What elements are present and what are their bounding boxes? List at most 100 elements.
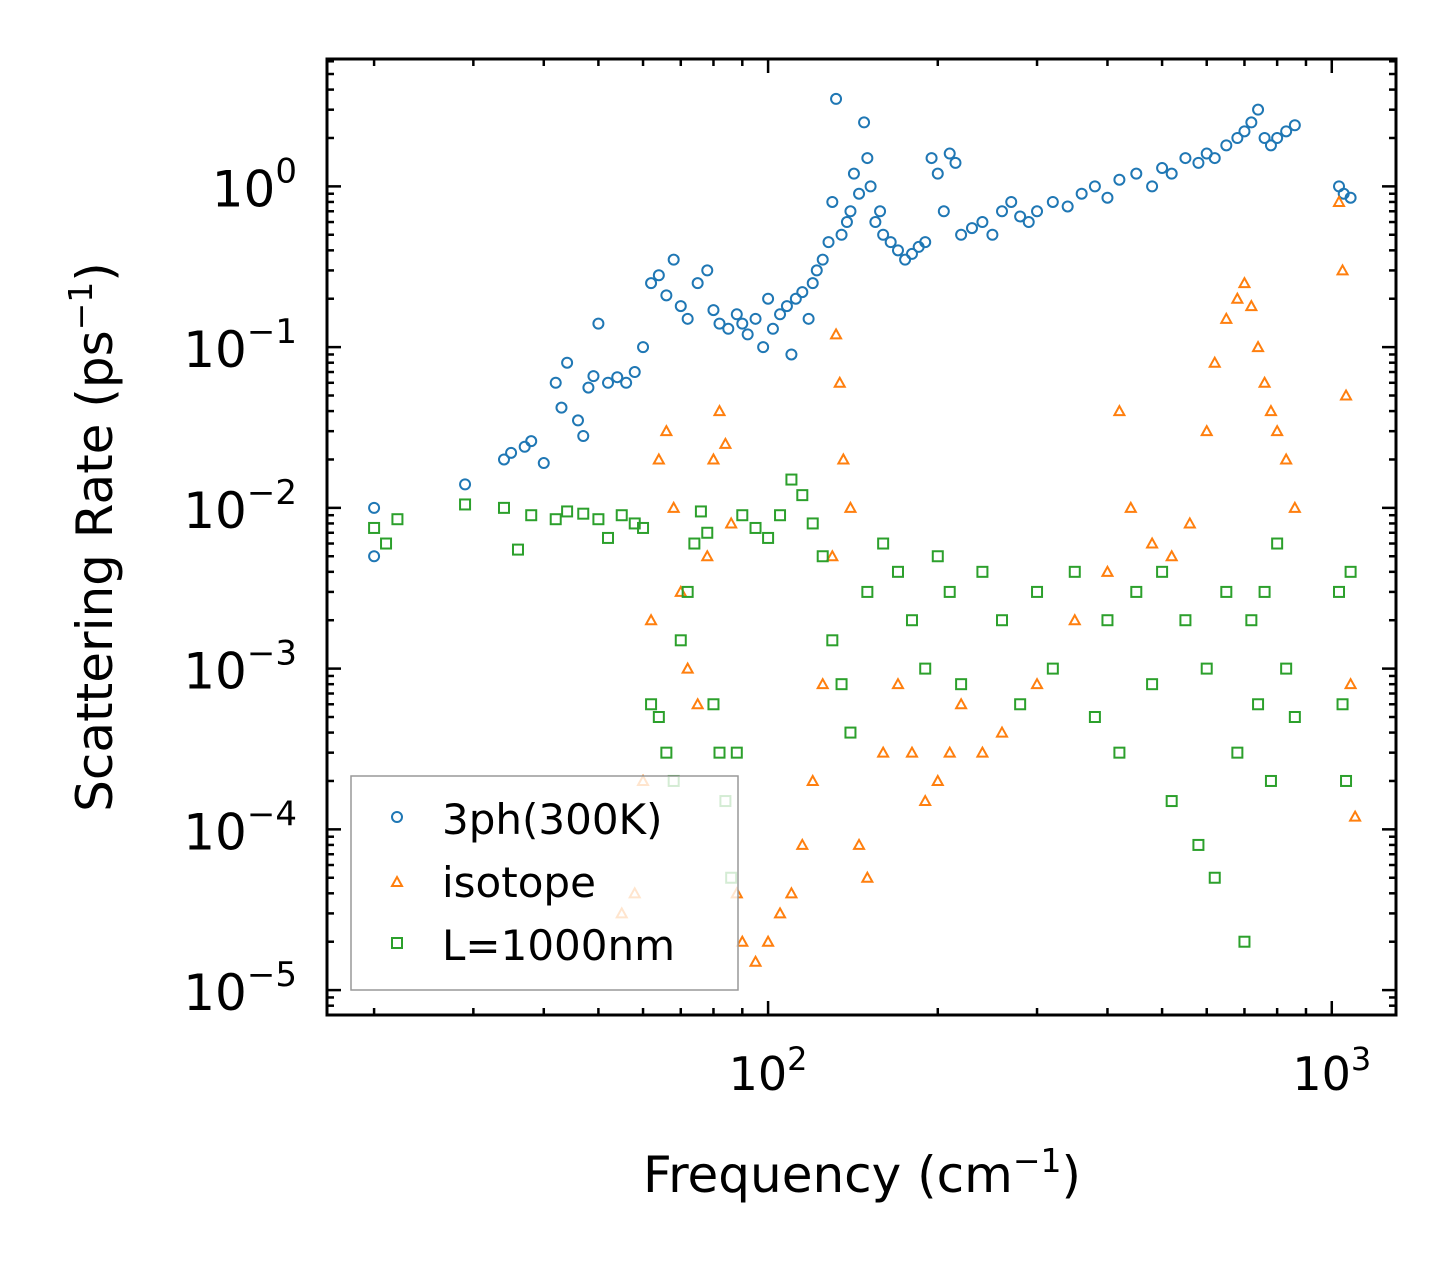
data-point (561, 505, 574, 518)
data-point (806, 277, 819, 290)
data-point (1005, 195, 1018, 208)
data-point (995, 725, 1009, 738)
data-point (1022, 216, 1035, 229)
data-point (931, 550, 944, 563)
data-point (905, 247, 918, 260)
data-point (836, 452, 851, 465)
data-point (795, 837, 810, 850)
data-point (1200, 424, 1214, 437)
data-point (688, 537, 701, 550)
data-point (505, 446, 518, 459)
data-point (1340, 774, 1353, 787)
data-point (789, 292, 802, 305)
y-axis-label: Scattering Rate (ps−1) (61, 262, 124, 812)
data-point (368, 550, 381, 563)
data-point (592, 513, 605, 526)
data-point (1333, 585, 1346, 598)
data-point (1288, 710, 1301, 723)
data-point (905, 614, 918, 627)
data-point (1183, 516, 1197, 529)
legend-marker-triangle (390, 874, 404, 887)
data-point (602, 531, 615, 544)
data-point (368, 501, 381, 514)
data-point (741, 328, 754, 341)
legend-label: L=1000nm (442, 921, 675, 970)
y-tick-label: 10−4 (183, 794, 297, 861)
legend-entry-isotope: isotope (390, 858, 596, 907)
data-point (1165, 795, 1178, 808)
data-point (976, 216, 989, 229)
data-point (611, 371, 624, 384)
data-point (555, 401, 568, 414)
data-point (919, 236, 932, 249)
data-point (730, 746, 743, 759)
data-point (549, 376, 562, 389)
data-point (1335, 263, 1350, 276)
data-point (1339, 388, 1353, 401)
data-point (1113, 746, 1126, 759)
data-point (666, 500, 681, 513)
data-point (1279, 452, 1293, 465)
data-point (749, 312, 762, 325)
data-point (537, 457, 550, 470)
data-point (891, 565, 904, 578)
data-point (1245, 614, 1258, 627)
data-point (724, 516, 738, 529)
data-point (749, 521, 762, 534)
data-point (701, 264, 714, 277)
data-point (806, 517, 819, 530)
data-point (884, 236, 897, 249)
data-point (847, 167, 860, 180)
data-point (835, 228, 848, 241)
data-point (615, 509, 628, 522)
data-point (1101, 614, 1114, 627)
series-0 (368, 92, 1357, 563)
data-point (511, 543, 524, 556)
data-point (577, 507, 590, 520)
data-point (853, 187, 866, 200)
data-point (954, 697, 968, 710)
data-point (736, 317, 749, 330)
data-point (1046, 195, 1059, 208)
legend: 3ph(300K) isotope L=1000nm (350, 775, 739, 991)
data-point (762, 292, 775, 305)
legend-frame (350, 775, 739, 991)
data-point (918, 793, 932, 807)
data-point (1130, 585, 1143, 598)
data-point (785, 348, 798, 361)
data-point (861, 152, 874, 165)
data-point (1156, 162, 1169, 175)
data-point (1088, 180, 1101, 193)
data-point (1343, 677, 1358, 690)
data-point (1257, 375, 1272, 388)
data-point (1179, 152, 1192, 165)
data-point (1264, 774, 1277, 787)
data-point (931, 773, 945, 786)
data-point (1156, 565, 1169, 578)
data-point (620, 376, 633, 389)
data-point (1344, 191, 1357, 204)
data-point (592, 317, 605, 330)
data-point (1200, 662, 1213, 675)
data-point (748, 954, 763, 967)
data-point (707, 304, 720, 317)
data-point (864, 180, 877, 193)
data-point (1348, 809, 1362, 822)
data-point (659, 424, 674, 437)
data-point (891, 244, 904, 257)
data-point (680, 661, 695, 674)
data-point (577, 429, 590, 442)
data-point (645, 277, 658, 290)
data-point (1208, 152, 1221, 165)
data-point (701, 526, 714, 539)
legend-label: isotope (442, 858, 596, 907)
data-point (391, 513, 404, 526)
data-point (1238, 125, 1251, 138)
data-point (497, 453, 510, 466)
data-point (1146, 180, 1159, 193)
data-point (1030, 677, 1044, 690)
data-point (674, 634, 687, 647)
data-point (1031, 205, 1044, 218)
data-point (829, 327, 843, 340)
